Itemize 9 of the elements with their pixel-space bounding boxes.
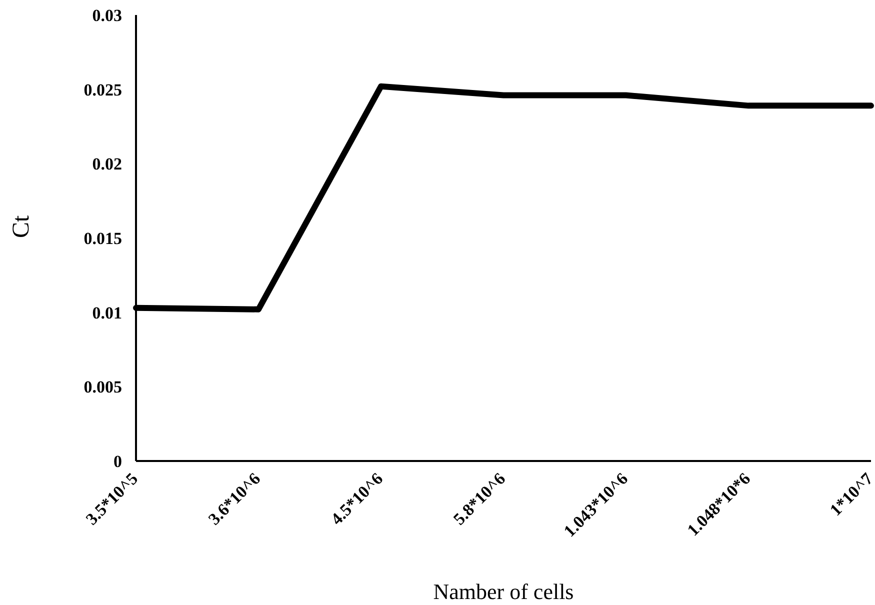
y-tick-label: 0.03: [92, 6, 122, 26]
y-tick-label: 0.02: [92, 154, 122, 174]
y-tick-label: 0.025: [84, 80, 122, 100]
y-tick-label: 0.005: [84, 378, 122, 397]
y-tick-label: 0: [114, 452, 122, 472]
y-axis-title: Ct: [8, 214, 35, 238]
x-axis-title: Namber of cells: [433, 579, 574, 604]
y-tick-label: 0.015: [84, 229, 122, 248]
y-tick-label: 0.01: [92, 303, 122, 322]
